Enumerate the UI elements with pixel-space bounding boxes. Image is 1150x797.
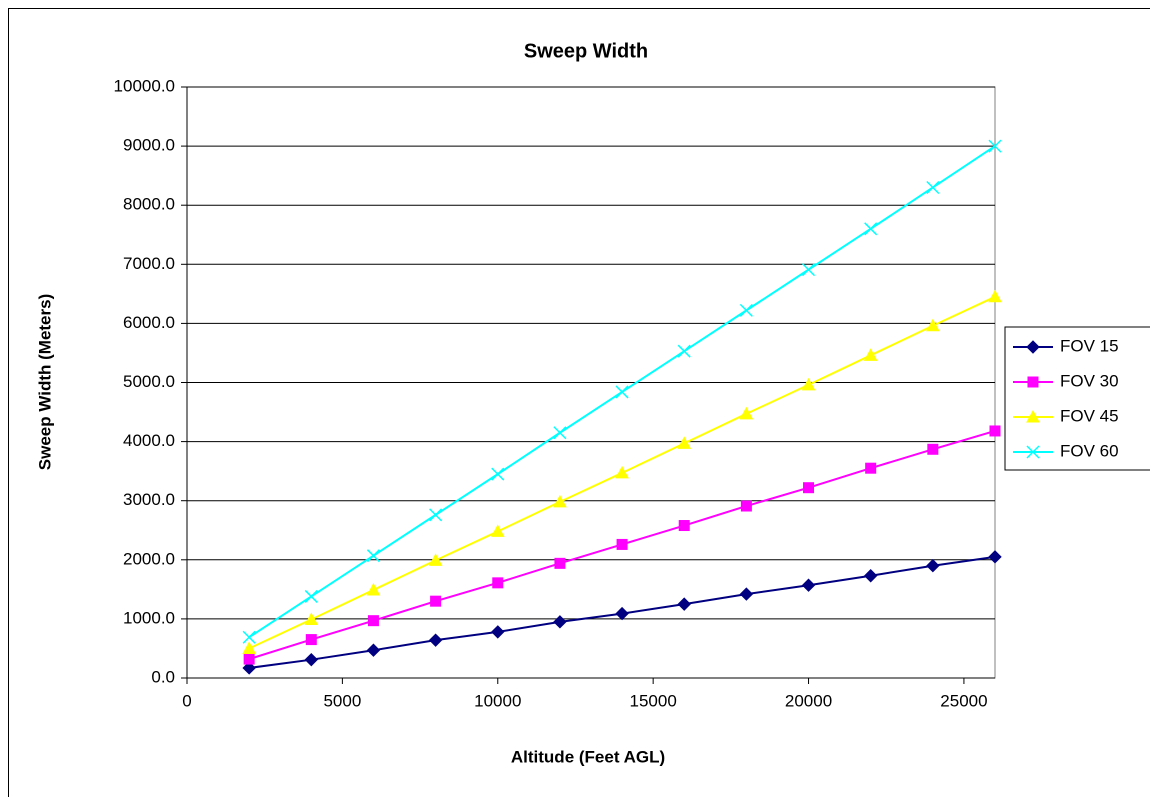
marker	[989, 425, 1001, 437]
y-tick-label: 1000.0	[123, 608, 175, 627]
legend-box	[1004, 326, 1150, 471]
marker	[305, 634, 317, 646]
marker	[863, 569, 878, 583]
marker	[677, 344, 691, 358]
marker	[616, 538, 628, 550]
marker	[243, 653, 255, 665]
marker	[1026, 409, 1040, 423]
marker	[304, 652, 319, 667]
marker	[553, 494, 567, 508]
marker	[864, 222, 878, 236]
marker	[366, 643, 381, 657]
y-tick-label: 2000.0	[123, 549, 175, 568]
marker	[677, 436, 692, 449]
marker	[1026, 445, 1040, 459]
x-tick-label: 0	[182, 691, 191, 710]
marker	[1026, 340, 1040, 354]
legend-label: FOV 60	[1060, 441, 1119, 460]
marker	[739, 303, 753, 317]
marker	[366, 549, 380, 563]
y-tick-label: 5000.0	[123, 372, 175, 391]
marker	[926, 180, 940, 195]
y-tick-label: 9000.0	[123, 136, 175, 155]
marker	[927, 443, 939, 455]
marker	[428, 633, 443, 647]
x-tick-label: 25000	[940, 691, 987, 710]
marker	[367, 615, 379, 627]
marker	[988, 139, 1002, 153]
marker	[865, 462, 877, 474]
marker	[492, 577, 504, 589]
marker	[802, 263, 816, 277]
y-tick-label: 6000.0	[123, 313, 175, 332]
marker	[739, 587, 754, 601]
y-axis-title: Sweep Width (Meters)	[35, 294, 54, 470]
y-tick-label: 4000.0	[123, 431, 175, 450]
y-tick-label: 3000.0	[123, 490, 175, 509]
y-tick-label: 0.0	[151, 667, 175, 686]
marker	[988, 289, 1002, 303]
marker	[366, 582, 381, 596]
marker	[490, 524, 505, 537]
marker	[1027, 376, 1039, 388]
y-tick-label: 10000.0	[114, 76, 175, 95]
marker	[242, 661, 256, 675]
marker	[739, 406, 754, 420]
marker	[553, 426, 567, 440]
marker	[801, 578, 816, 592]
marker	[491, 467, 505, 481]
marker	[615, 465, 629, 479]
marker	[491, 625, 505, 639]
marker	[304, 612, 319, 625]
legend-label: FOV 45	[1060, 406, 1119, 425]
x-tick-label: 10000	[474, 691, 521, 710]
marker	[863, 348, 878, 361]
marker	[677, 597, 691, 611]
legend-label: FOV 30	[1060, 371, 1119, 390]
legend-label: FOV 15	[1060, 336, 1119, 355]
chart-title: Sweep Width	[524, 40, 648, 62]
x-axis-title: Altitude (Feet AGL)	[511, 747, 665, 766]
marker	[242, 641, 256, 654]
marker	[926, 318, 940, 332]
x-tick-label: 20000	[785, 691, 832, 710]
marker	[615, 606, 629, 621]
marker	[553, 615, 567, 629]
marker	[615, 385, 629, 399]
marker	[678, 520, 690, 532]
marker	[428, 553, 443, 566]
marker	[304, 589, 318, 603]
x-tick-label: 5000	[323, 691, 361, 710]
marker	[801, 377, 816, 391]
marker	[988, 550, 1002, 564]
y-tick-label: 8000.0	[123, 195, 175, 214]
marker	[926, 559, 940, 573]
marker	[242, 630, 256, 644]
y-tick-label: 7000.0	[123, 254, 175, 273]
marker	[740, 500, 752, 512]
marker	[429, 508, 443, 522]
x-tick-label: 15000	[630, 691, 677, 710]
marker	[803, 482, 815, 494]
marker	[554, 557, 566, 569]
marker	[430, 595, 442, 607]
